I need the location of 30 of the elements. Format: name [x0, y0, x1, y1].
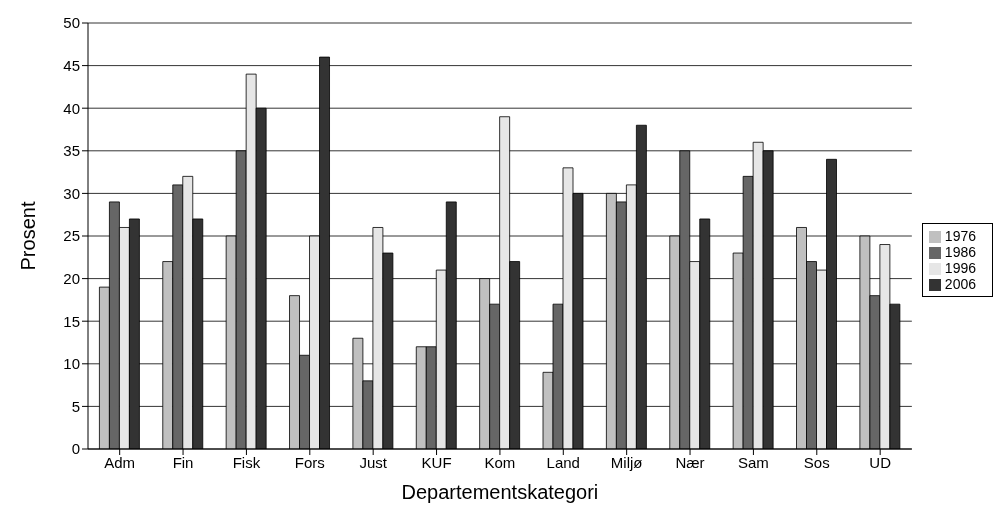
x-tick-label: Land [546, 453, 580, 471]
legend-label: 1996 [944, 259, 976, 276]
y-tick-label: 35 [63, 142, 80, 160]
y-axis-title: Prosent [17, 201, 40, 271]
legend-label: 1986 [944, 243, 976, 260]
x-tick-label: Kom [484, 453, 516, 471]
x-tick-label: Fors [294, 453, 325, 471]
y-tick-label: 20 [63, 269, 80, 287]
y-tick-label: 30 [63, 184, 80, 202]
x-tick-label: Fin [172, 453, 194, 471]
x-tick-label: Miljø [610, 453, 643, 471]
y-tick-label: 40 [63, 99, 80, 117]
x-tick-label: KUF [421, 453, 452, 471]
x-tick-label: Adm [104, 453, 136, 471]
legend-label: 1976 [944, 227, 976, 244]
x-tick-label: Fisk [232, 453, 261, 471]
y-tick-label: 0 [71, 440, 80, 458]
x-tick-label: Just [359, 453, 388, 471]
y-tick-label: 25 [63, 227, 80, 245]
y-tick-label: 45 [63, 56, 80, 74]
y-tick-label: 15 [63, 312, 80, 330]
y-tick-label: 5 [71, 397, 80, 415]
x-tick-label: Sam [737, 453, 769, 471]
x-tick-label: UD [869, 453, 892, 471]
legend-label: 2006 [944, 275, 976, 292]
y-tick-label: 10 [63, 355, 80, 373]
x-tick-label: Sos [803, 453, 830, 471]
y-tick-label: 50 [63, 14, 80, 32]
x-tick-label: Nær [675, 453, 705, 471]
x-axis-title: Departementskategori [401, 481, 599, 503]
